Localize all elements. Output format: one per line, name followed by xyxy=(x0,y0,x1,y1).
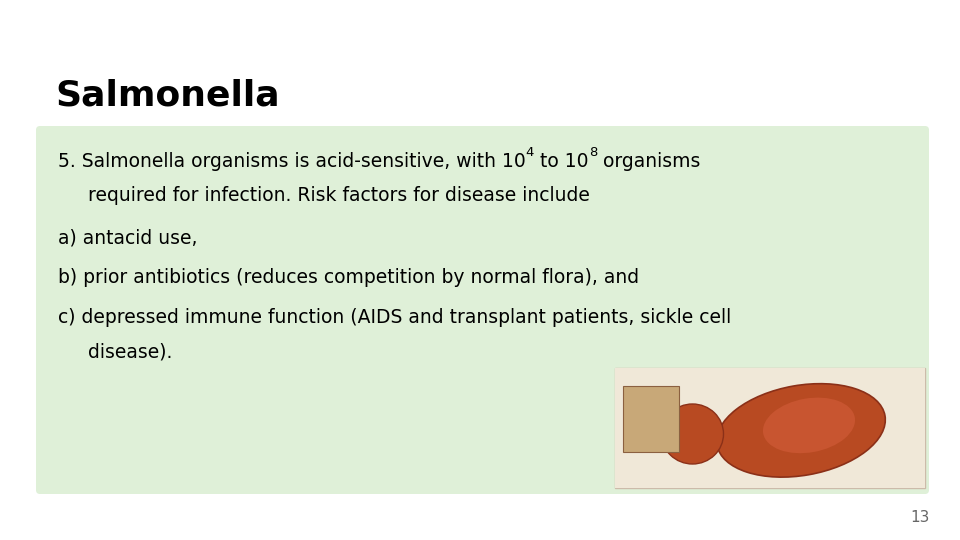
Ellipse shape xyxy=(717,384,885,477)
Text: organisms: organisms xyxy=(597,152,700,171)
Text: 4: 4 xyxy=(526,146,534,159)
FancyBboxPatch shape xyxy=(36,126,929,494)
Text: required for infection. Risk factors for disease include: required for infection. Risk factors for… xyxy=(88,186,589,205)
Text: a) antacid use,: a) antacid use, xyxy=(58,228,198,247)
FancyBboxPatch shape xyxy=(615,368,925,488)
Ellipse shape xyxy=(763,397,855,453)
Text: b) prior antibiotics (reduces competition by normal flora), and: b) prior antibiotics (reduces competitio… xyxy=(58,268,639,287)
Text: 5. Salmonella organisms is acid-sensitive, with 10: 5. Salmonella organisms is acid-sensitiv… xyxy=(58,152,526,171)
Text: to 10: to 10 xyxy=(534,152,588,171)
Text: disease).: disease). xyxy=(88,342,173,361)
FancyBboxPatch shape xyxy=(615,368,925,488)
FancyBboxPatch shape xyxy=(623,386,679,452)
Text: 8: 8 xyxy=(588,146,597,159)
Ellipse shape xyxy=(661,404,724,464)
Text: Salmonella: Salmonella xyxy=(55,78,279,112)
Text: c) depressed immune function (AIDS and transplant patients, sickle cell: c) depressed immune function (AIDS and t… xyxy=(58,308,732,327)
Text: 13: 13 xyxy=(911,510,930,525)
